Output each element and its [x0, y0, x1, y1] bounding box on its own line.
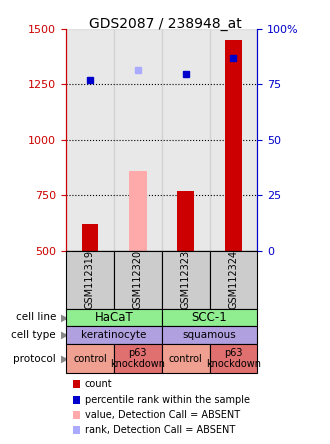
Bar — [162, 29, 210, 251]
Bar — [225, 40, 242, 251]
Text: control: control — [169, 353, 203, 364]
Bar — [210, 29, 257, 251]
Text: GSM112323: GSM112323 — [181, 250, 191, 309]
Bar — [82, 224, 98, 251]
Bar — [129, 171, 147, 251]
Text: count: count — [85, 380, 113, 389]
Text: ▶: ▶ — [61, 330, 68, 340]
Text: value, Detection Call = ABSENT: value, Detection Call = ABSENT — [85, 410, 240, 420]
Text: ▶: ▶ — [61, 313, 68, 322]
Text: control: control — [73, 353, 107, 364]
Text: p63
knockdown: p63 knockdown — [110, 348, 165, 369]
Text: SCC-1: SCC-1 — [192, 311, 227, 324]
Text: cell line: cell line — [16, 313, 56, 322]
Text: ▶: ▶ — [61, 353, 68, 364]
Text: GSM112319: GSM112319 — [85, 250, 95, 309]
Text: rank, Detection Call = ABSENT: rank, Detection Call = ABSENT — [85, 425, 235, 435]
Bar — [177, 191, 194, 251]
Text: HaCaT: HaCaT — [94, 311, 133, 324]
Text: squamous: squamous — [183, 330, 236, 340]
Text: p63
knockdown: p63 knockdown — [206, 348, 261, 369]
Text: keratinocyte: keratinocyte — [81, 330, 147, 340]
Text: GSM112324: GSM112324 — [228, 250, 239, 309]
Text: GDS2087 / 238948_at: GDS2087 / 238948_at — [89, 17, 241, 31]
Text: cell type: cell type — [12, 330, 56, 340]
Bar — [114, 29, 162, 251]
Text: GSM112320: GSM112320 — [133, 250, 143, 309]
Text: protocol: protocol — [13, 353, 56, 364]
Bar — [66, 29, 114, 251]
Text: percentile rank within the sample: percentile rank within the sample — [85, 395, 250, 405]
